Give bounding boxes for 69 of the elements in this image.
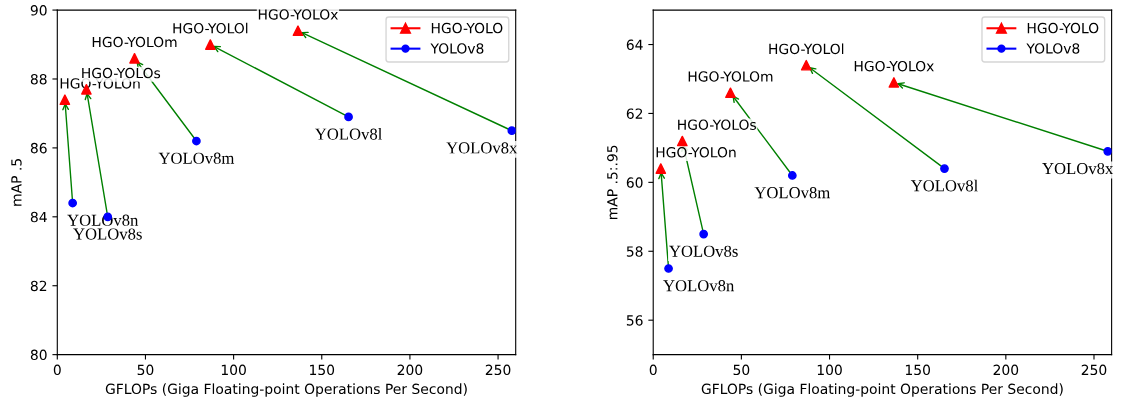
- annotation: HGO-YOLOm: [92, 36, 177, 48]
- point: [655, 163, 667, 174]
- y-tick-label: 90: [30, 5, 47, 16]
- x-tick-label: 200: [397, 364, 423, 376]
- point: [192, 136, 201, 146]
- y-tick-label: 84: [30, 211, 47, 223]
- annotation: YOLOv8l: [910, 179, 978, 192]
- point: [59, 94, 71, 106]
- point: [344, 112, 353, 122]
- annotation: YOLOv8x: [446, 142, 518, 154]
- x-tick-label: 150: [905, 364, 931, 376]
- point: [725, 87, 736, 99]
- annotation: YOLOv8x: [1042, 162, 1114, 175]
- y-axis-title: mAP .5:.95: [607, 145, 618, 220]
- x-tick-label: 200: [993, 364, 1019, 376]
- annotation: YOLOv8m: [754, 187, 831, 199]
- annotation: HGO-YOLOx: [258, 9, 338, 20]
- point: [787, 171, 797, 180]
- annotation: YOLOv8l: [314, 128, 383, 140]
- x-axis-title: GFLOPs (Giga Floating-point Operations Per Second): [105, 383, 467, 397]
- annotation: HGO-YOLOs: [82, 67, 161, 79]
- point: [940, 164, 949, 173]
- annotation: HGO-YOLOm: [688, 71, 773, 82]
- x-tick-label: 0: [53, 364, 61, 376]
- annotation: HGO-YOLOs: [678, 119, 757, 130]
- y-tick-label: 86: [30, 142, 47, 154]
- legend-label: HGO-YOLO: [1027, 22, 1099, 34]
- y-tick-label: 58: [626, 246, 643, 257]
- point: [204, 39, 216, 50]
- point: [1103, 146, 1112, 156]
- x-tick-label: 250: [485, 364, 511, 376]
- point: [800, 59, 812, 71]
- x-tick-label: 150: [310, 364, 335, 376]
- y-tick-label: 62: [626, 108, 643, 119]
- annotation: HGO-YOLOn: [60, 78, 140, 89]
- x-tick-label: 250: [1081, 364, 1107, 376]
- point: [68, 198, 78, 208]
- annotation: YOLOv8s: [669, 245, 738, 257]
- annotation: HGO-YOLOl: [173, 22, 248, 34]
- y-tick-label: 82: [30, 280, 47, 292]
- annotation: YOLOv8n: [663, 280, 735, 292]
- y-tick-label: 60: [626, 177, 643, 188]
- y-tick-label: 64: [626, 39, 643, 51]
- y-tick-label: 80: [30, 349, 47, 361]
- point: [129, 52, 140, 64]
- legend-label: YOLOv8: [1026, 43, 1080, 54]
- legend-label: HGO-YOLO: [431, 22, 503, 34]
- y-axis-title: mAP .5: [11, 159, 22, 206]
- point: [292, 25, 304, 37]
- annotation: HGO-YOLOl: [769, 43, 844, 55]
- point: [699, 229, 709, 239]
- x-tick-label: 100: [221, 364, 246, 376]
- x-tick-label: 50: [137, 364, 154, 376]
- annotation: YOLOv8n: [67, 214, 139, 226]
- x-tick-label: 0: [649, 364, 657, 376]
- annotation: HGO-YOLOn: [656, 147, 736, 158]
- legend-label: YOLOv8: [430, 43, 484, 54]
- x-axis-title: GFLOPs (Giga Floating-point Operations Per Second): [701, 383, 1063, 397]
- annotation: YOLOv8m: [158, 152, 235, 164]
- point: [507, 126, 516, 136]
- point: [888, 77, 900, 88]
- x-tick-label: 100: [817, 364, 842, 376]
- y-tick-label: 88: [30, 73, 47, 85]
- point: [664, 264, 673, 273]
- annotation: YOLOv8s: [73, 228, 142, 240]
- x-tick-label: 50: [733, 364, 750, 376]
- y-tick-label: 56: [626, 315, 643, 326]
- point: [676, 135, 688, 147]
- annotation: HGO-YOLOx: [854, 60, 934, 72]
